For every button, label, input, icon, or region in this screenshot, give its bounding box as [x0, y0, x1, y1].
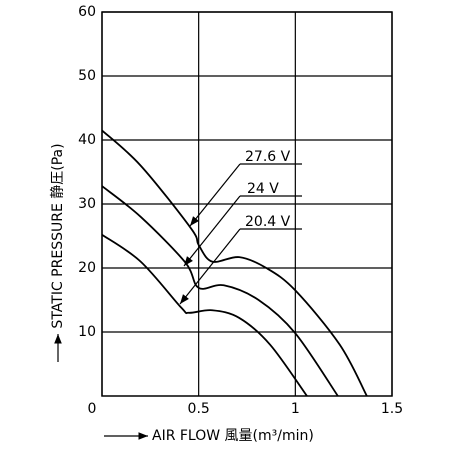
x-tick-label: 0: [88, 401, 97, 417]
x-tick-label: 0.5: [188, 401, 210, 417]
curve: [101, 185, 339, 397]
x-axis-label: AIR FLOW 風量(m³/min): [152, 428, 314, 444]
y-tick-label: 10: [78, 324, 96, 340]
y-tick-label: 30: [78, 196, 96, 212]
label-leader: [183, 195, 241, 267]
series-label: 20.4 V: [245, 214, 291, 230]
series-label: 24 V: [247, 181, 279, 197]
curve: [101, 233, 308, 397]
label-leader: [189, 163, 241, 227]
y-tick-label: 40: [78, 132, 96, 148]
x-tick-label: 1.5: [381, 401, 403, 417]
curve: [101, 129, 368, 397]
series-label: 27.6 V: [245, 149, 291, 165]
y-axis-label: STATIC PRESSURE 静圧(Pa): [50, 143, 66, 328]
y-tick-label: 50: [78, 68, 96, 84]
y-tick-label: 60: [78, 4, 96, 20]
y-tick-label: 20: [78, 260, 96, 276]
label-leader: [179, 228, 241, 305]
x-tick-label: 1: [291, 401, 300, 417]
